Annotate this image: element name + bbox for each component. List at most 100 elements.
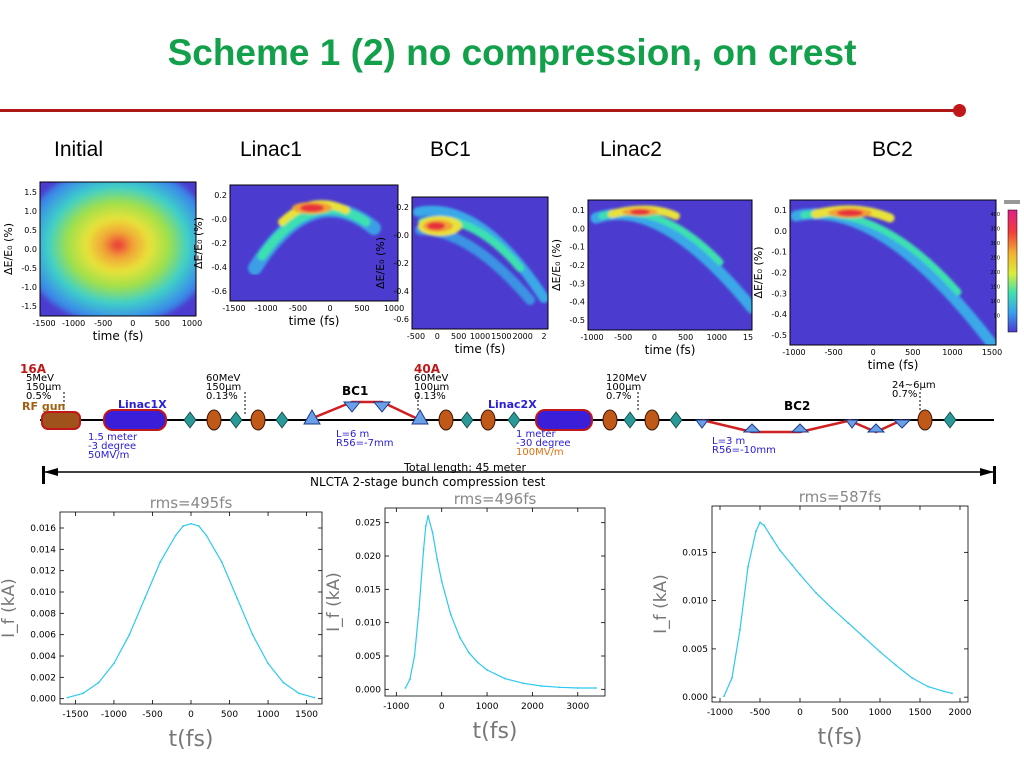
colorbar-tick-label: 350 [990,227,1000,233]
phase-x-tick-label: -500 [94,319,112,328]
phase-y-tick-label: -0.3 [569,279,585,288]
phase-y-tick-label: -0.1 [771,248,787,257]
profile-rms-title: rms=496fs [454,490,537,508]
y-tick-label: 0.002 [30,673,56,683]
profile-data-point [66,696,69,699]
phase-x-tick-label: -500 [407,332,425,341]
phase-y-tick-label: 0.0 [774,227,787,236]
beam-distribution [40,182,196,316]
phase-y-axis-label: ΔE/E₀ (%) [192,217,205,269]
profile-data-point [847,621,849,624]
x-tick-label: 1000 [869,708,892,718]
phase-x-tick-label: 2000 [512,332,532,341]
colorbar-tick-label: 400 [990,212,1000,218]
phase-y-tick-label: -0.2 [771,269,787,278]
y-tick-label: 0.005 [682,645,708,655]
phase-x-tick-label: 2 [541,332,546,341]
phase-x-axis-label: time (fs) [289,314,340,328]
phase-x-tick-label: 1000 [384,304,404,313]
profile-data-point [791,563,793,566]
linac1x-label: Linac1X [118,398,167,411]
profile-data-point [205,534,208,537]
x-tick-label: 2000 [949,708,972,718]
x-tick-label: 0 [797,708,803,718]
linac2x-structure [535,409,593,431]
x-tick-label: -1000 [101,710,127,720]
linac1-length: 1.5 meter [88,432,138,443]
phase-x-tick-label: 15 [743,333,753,342]
phase-x-tick-label: -1000 [580,333,603,342]
phase-x-tick-label: 0 [130,319,135,328]
diagnostic-group [183,411,957,429]
phase-y-tick-label: -0.2 [393,259,409,268]
phase-y-tick-label: -0.2 [211,239,227,248]
phase-y-tick-label: 0.0 [24,245,37,254]
stage-label-linac2: Linac2 [600,138,662,161]
y-tick-label: 0.005 [355,652,381,662]
phase-y-tick-label: -0.0 [393,231,409,240]
phase-x-tick-label: -1000 [782,348,805,357]
rf-gun-label: RF gun [22,400,65,413]
x-tick-label: 500 [221,710,238,720]
linac2-length: 1 meter [516,429,557,440]
phase-x-tick-label: -500 [614,333,632,342]
bc1-r56: R56=-7mm [336,438,394,449]
profile-y-axis-label: I_f (kA) [651,574,671,634]
y-tick-label: 0.016 [30,524,56,534]
profile-data-point [418,608,420,611]
phase-y-tick-label: -0.2 [569,261,585,270]
profile-data-point [723,695,725,698]
profile-data-point [759,521,761,524]
profile-data-point [486,669,488,671]
post-linac1-length: 150µm [206,382,241,393]
profile-data-point [540,685,543,687]
phase-panel-linac2 [587,199,753,331]
x-tick-label: 1500 [295,710,318,720]
profile-x-axis-label: t(fs) [473,719,518,744]
profile-rms-title: rms=587fs [799,488,882,506]
phase-y-tick-label: -1.5 [21,302,37,311]
colorbar-header [1004,200,1020,204]
bc1-length: L=6 m [336,429,369,440]
phase-y-tick-label: -0.4 [771,310,787,319]
plot-frame [384,507,606,697]
profile-data-point [879,650,881,653]
y-tick-label: 0.010 [355,619,381,629]
stage-label-bc1: BC1 [430,138,471,161]
profile-data-point [731,676,733,679]
profile-data-point [449,613,452,616]
phase-y-tick-label: -0.5 [21,264,37,273]
slide-title: Scheme 1 (2) no compression, on crest [167,32,857,73]
colorbar-tick-label: 200 [990,270,1000,276]
profile-data-point [739,628,741,631]
colorbar-tick-label: 150 [990,285,1000,291]
profile-data-point [409,678,411,681]
profile-x-axis-label: t(fs) [169,727,214,752]
phase-y-tick-label: -0.6 [211,287,227,296]
phase-y-axis-label: ΔE/E₀ (%) [374,237,387,289]
bc2-label: BC2 [784,399,810,413]
phase-y-tick-label: -0.5 [771,331,787,340]
linac2-gradient: 100MV/m [516,447,564,458]
y-tick-label: 0.010 [30,588,56,598]
phase-x-tick-label: 1500 [982,348,1002,357]
y-tick-label: 0.015 [355,585,381,595]
phase-x-tick-label: 500 [155,319,170,328]
phase-x-tick-label: 1000 [942,348,962,357]
profile-data-point [436,558,439,561]
y-tick-label: 0.020 [355,552,381,562]
current-profile-line [723,521,953,697]
phase-y-tick-label: 0.0 [572,224,585,233]
plot-frame [59,511,323,705]
phase-y-tick-label: 0.1 [774,206,787,215]
profile-data-point [297,692,300,695]
y-tick-label: 0.000 [355,685,381,695]
profile-chart-1: -1500 -1000 -500 0 500 1000 1500 0.016 0.014 0.01… [0,494,323,752]
profile-data-point [159,561,162,564]
phase-x-tick-label: -500 [289,304,307,313]
colorbar-tick-label: 100 [990,299,1000,305]
profile-data-point [82,692,85,695]
profile-data-point [504,677,507,680]
